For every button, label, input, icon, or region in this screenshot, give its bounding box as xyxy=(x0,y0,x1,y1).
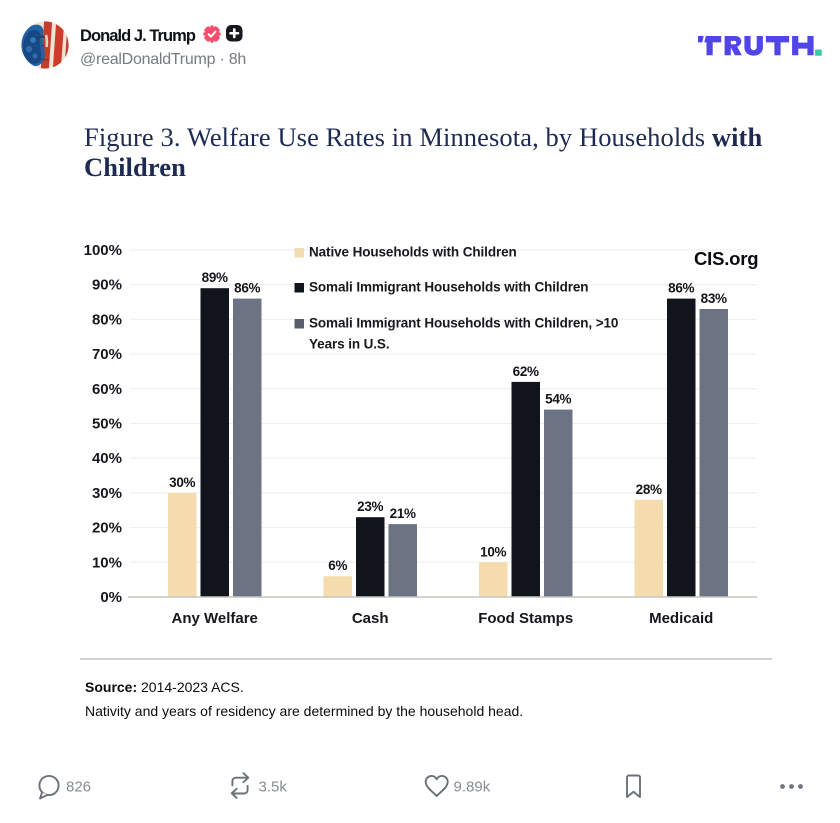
svg-text:Any Welfare: Any Welfare xyxy=(171,610,257,627)
svg-text:21%: 21% xyxy=(390,506,416,521)
svg-text:0%: 0% xyxy=(100,589,122,606)
svg-text:62%: 62% xyxy=(513,364,539,379)
svg-text:70%: 70% xyxy=(92,346,122,363)
svg-text:83%: 83% xyxy=(701,291,727,306)
svg-text:Food Stamps: Food Stamps xyxy=(478,610,573,627)
svg-text:Somali Immigrant Households wi: Somali Immigrant Households with Childre… xyxy=(309,316,618,331)
svg-text:90%: 90% xyxy=(92,277,122,294)
svg-text:80%: 80% xyxy=(92,311,122,328)
svg-text:9.89k: 9.89k xyxy=(454,779,491,796)
svg-text:Native Households with Childre: Native Households with Children xyxy=(309,245,517,260)
svg-text:Source: 2014-2023 ACS.: Source: 2014-2023 ACS. xyxy=(85,679,244,695)
svg-text:10%: 10% xyxy=(480,544,506,559)
svg-text:50%: 50% xyxy=(92,416,122,433)
svg-text:86%: 86% xyxy=(234,281,260,296)
svg-text:10%: 10% xyxy=(92,554,122,571)
svg-text:23%: 23% xyxy=(357,499,383,514)
svg-text:Medicaid: Medicaid xyxy=(649,610,713,627)
svg-text:Cash: Cash xyxy=(352,610,389,627)
svg-text:Somali Immigrant Households wi: Somali Immigrant Households with Childre… xyxy=(309,280,588,295)
svg-text:60%: 60% xyxy=(92,381,122,398)
svg-text:28%: 28% xyxy=(636,482,662,497)
svg-text:CIS.org: CIS.org xyxy=(694,248,758,269)
svg-text:40%: 40% xyxy=(92,450,122,467)
svg-text:20%: 20% xyxy=(92,520,122,537)
svg-text:30%: 30% xyxy=(92,485,122,502)
svg-text:3.5k: 3.5k xyxy=(259,779,288,796)
svg-text:826: 826 xyxy=(66,779,91,796)
svg-text:86%: 86% xyxy=(668,281,694,296)
svg-text:Nativity and years of residenc: Nativity and years of residency are dete… xyxy=(85,703,523,719)
svg-text:89%: 89% xyxy=(202,270,228,285)
svg-text:30%: 30% xyxy=(169,475,195,490)
svg-text:6%: 6% xyxy=(328,558,347,573)
svg-text:54%: 54% xyxy=(545,392,571,407)
svg-text:100%: 100% xyxy=(84,242,122,259)
svg-text:Years in U.S.: Years in U.S. xyxy=(309,337,390,352)
